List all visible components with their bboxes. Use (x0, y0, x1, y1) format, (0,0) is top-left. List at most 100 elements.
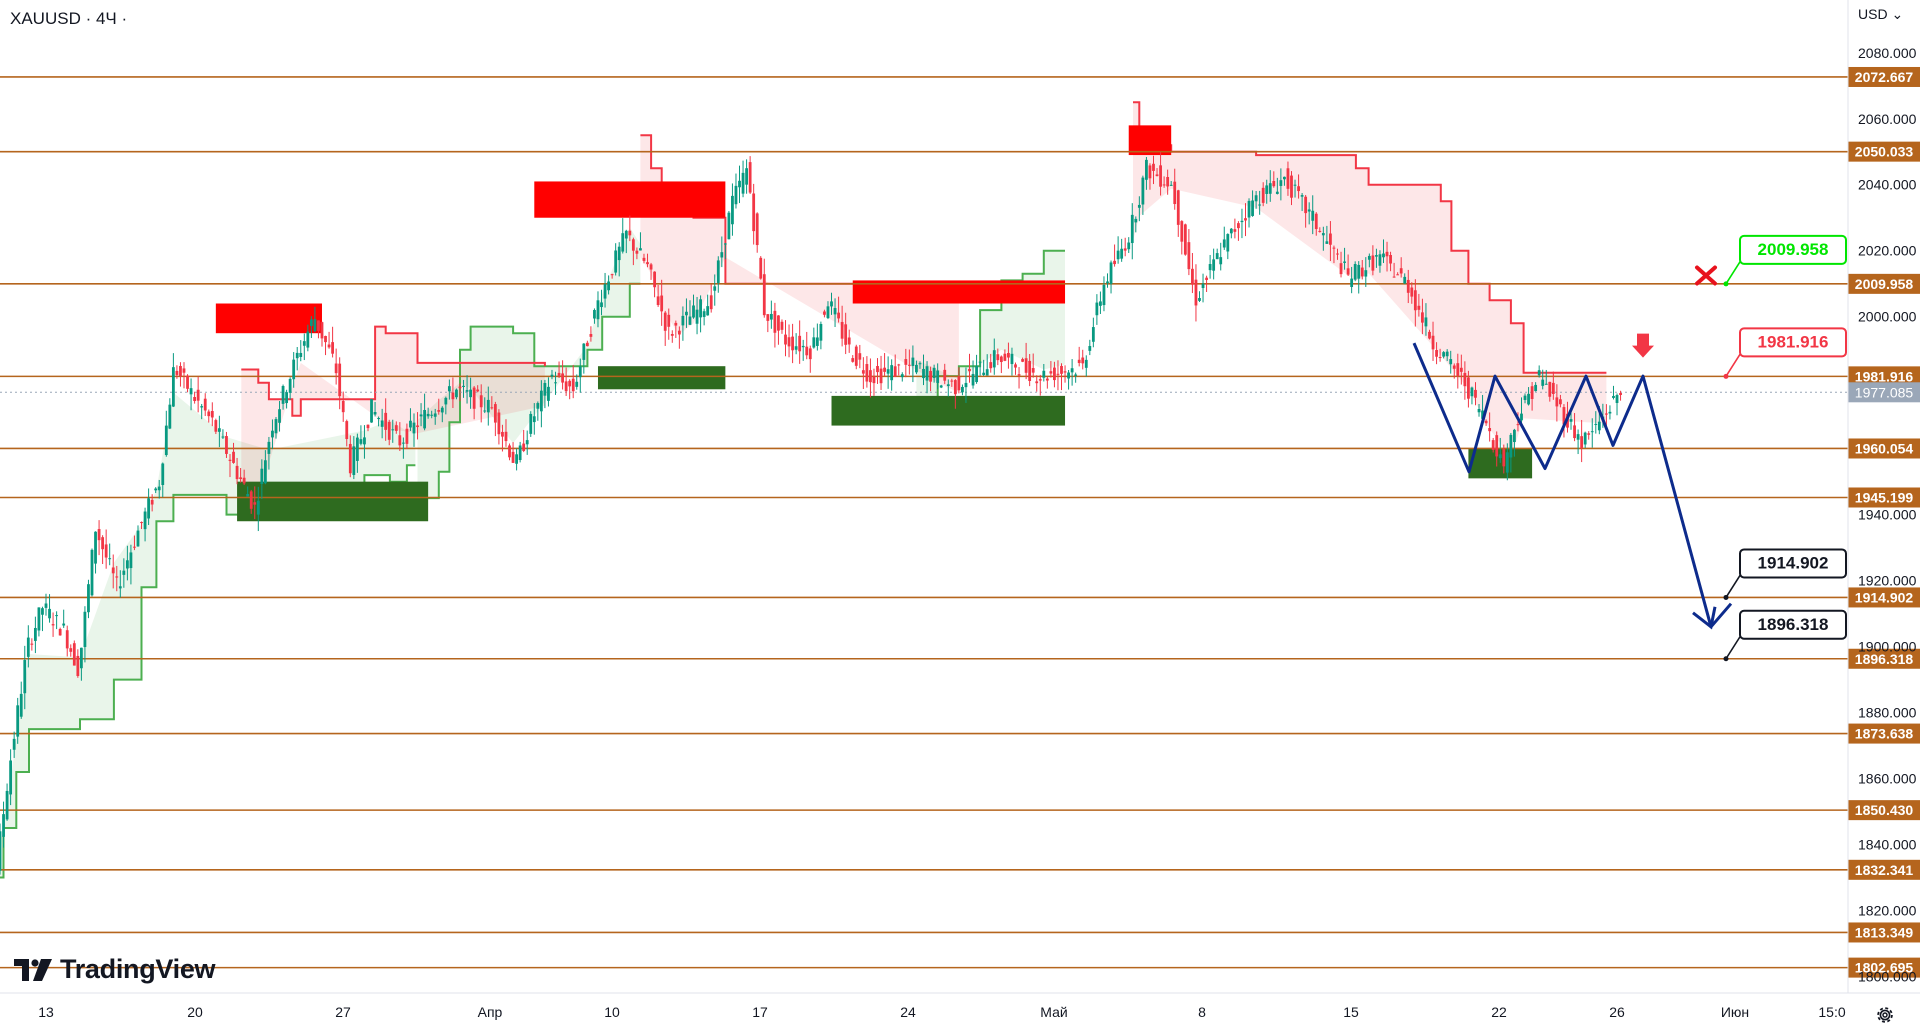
candle-body (125, 560, 129, 569)
level-price-label: 2009.958 (1855, 276, 1914, 292)
candle-body (225, 436, 228, 454)
candle-body (299, 352, 303, 357)
candle-body (221, 436, 225, 438)
price-tick-label: 1920.000 (1858, 573, 1917, 589)
candle-body (508, 445, 511, 458)
callout-anchor (1723, 373, 1729, 379)
callout-leader (1725, 636, 1741, 660)
candle-body (1205, 277, 1208, 281)
candle-body (1484, 420, 1488, 424)
candle-body (695, 309, 699, 324)
candle-body (239, 477, 243, 480)
candle-body (1166, 177, 1170, 187)
candle-body (904, 359, 908, 365)
candle-body (263, 460, 267, 484)
currency-selector[interactable]: USD ⌄ (1858, 6, 1904, 22)
candle-body (815, 337, 819, 346)
candle-body (1194, 279, 1198, 306)
candle-body (129, 552, 133, 569)
candle-body (1031, 368, 1035, 373)
candle-body (458, 386, 462, 389)
candle-body (295, 352, 299, 359)
candle-body (1272, 180, 1276, 187)
candle-body (1474, 389, 1477, 398)
candle-body (1421, 312, 1424, 323)
candle-body (539, 390, 543, 412)
candle-body (1137, 204, 1141, 208)
candle-body (685, 311, 688, 316)
candle-body (19, 693, 23, 717)
callout-label: 2009.958 (1758, 240, 1829, 259)
candle-body (561, 373, 564, 383)
candle-body (837, 312, 840, 319)
candle-body (992, 350, 996, 368)
candle-body (1141, 177, 1145, 205)
uptrend-fill (0, 392, 416, 878)
symbol-title[interactable]: XAUUSD · 4Ч · (10, 9, 128, 28)
candle-body (285, 392, 289, 404)
candle-body (759, 257, 763, 279)
candle-body (1385, 251, 1389, 257)
callout-anchor (1723, 281, 1729, 287)
candle-body (1505, 452, 1509, 473)
supply-zone (852, 280, 1066, 304)
candle-body (288, 378, 292, 393)
candle-body (497, 412, 501, 435)
candle-body (550, 374, 554, 377)
candle-body (1283, 176, 1286, 180)
price-tick-label: 1800.000 (1858, 969, 1917, 985)
candle-body (65, 630, 69, 649)
candle-body (87, 584, 90, 613)
candle-body (1329, 233, 1332, 245)
settings-gear-icon[interactable] (1874, 1004, 1896, 1026)
candle-body (171, 367, 175, 407)
candle-body (2, 814, 5, 837)
candle-body (557, 372, 561, 376)
supply-zone (1128, 125, 1172, 156)
candle-body (564, 381, 568, 392)
level-price-tag (1848, 648, 1920, 669)
candle-body (631, 239, 635, 251)
candle-body (1442, 352, 1446, 357)
candle-body (1548, 381, 1552, 397)
candle-body (677, 330, 681, 335)
candle-body (217, 428, 221, 432)
candle-body (1357, 264, 1361, 279)
candle-body (1297, 186, 1300, 192)
candle-body (1403, 276, 1407, 284)
candle-body (115, 576, 119, 578)
candle-body (1318, 230, 1322, 232)
level-price-tag (1848, 366, 1920, 387)
candle-body (582, 343, 586, 360)
candle-body (486, 399, 490, 413)
candle-body (624, 230, 628, 239)
candle-body (1021, 359, 1024, 362)
time-tick-label: 17 (752, 1004, 768, 1020)
candle-body (674, 322, 678, 326)
candle-body (879, 368, 883, 384)
candle-body (1099, 301, 1102, 306)
callout-anchor (1723, 656, 1729, 662)
candle-body (996, 354, 1000, 361)
candle-body (1067, 372, 1070, 379)
candle-body (1605, 413, 1608, 415)
candle-body (515, 454, 518, 464)
candle-body (69, 648, 73, 652)
candle-body (79, 647, 83, 669)
candle-body (1594, 423, 1598, 425)
candle-body (1608, 411, 1612, 414)
candle-body (596, 300, 600, 320)
candle-body (150, 499, 154, 505)
level-price-label: 1914.902 (1855, 589, 1914, 605)
candle-body (1311, 210, 1315, 221)
candle-body (840, 321, 844, 339)
candle-body (660, 295, 664, 312)
candle-body (504, 431, 508, 442)
candle-body (639, 248, 642, 251)
level-price-tag (1848, 273, 1920, 294)
level-price-tag (1848, 723, 1920, 744)
candle-body (1590, 431, 1594, 433)
candle-body (440, 407, 444, 413)
candle-body (1346, 268, 1350, 275)
